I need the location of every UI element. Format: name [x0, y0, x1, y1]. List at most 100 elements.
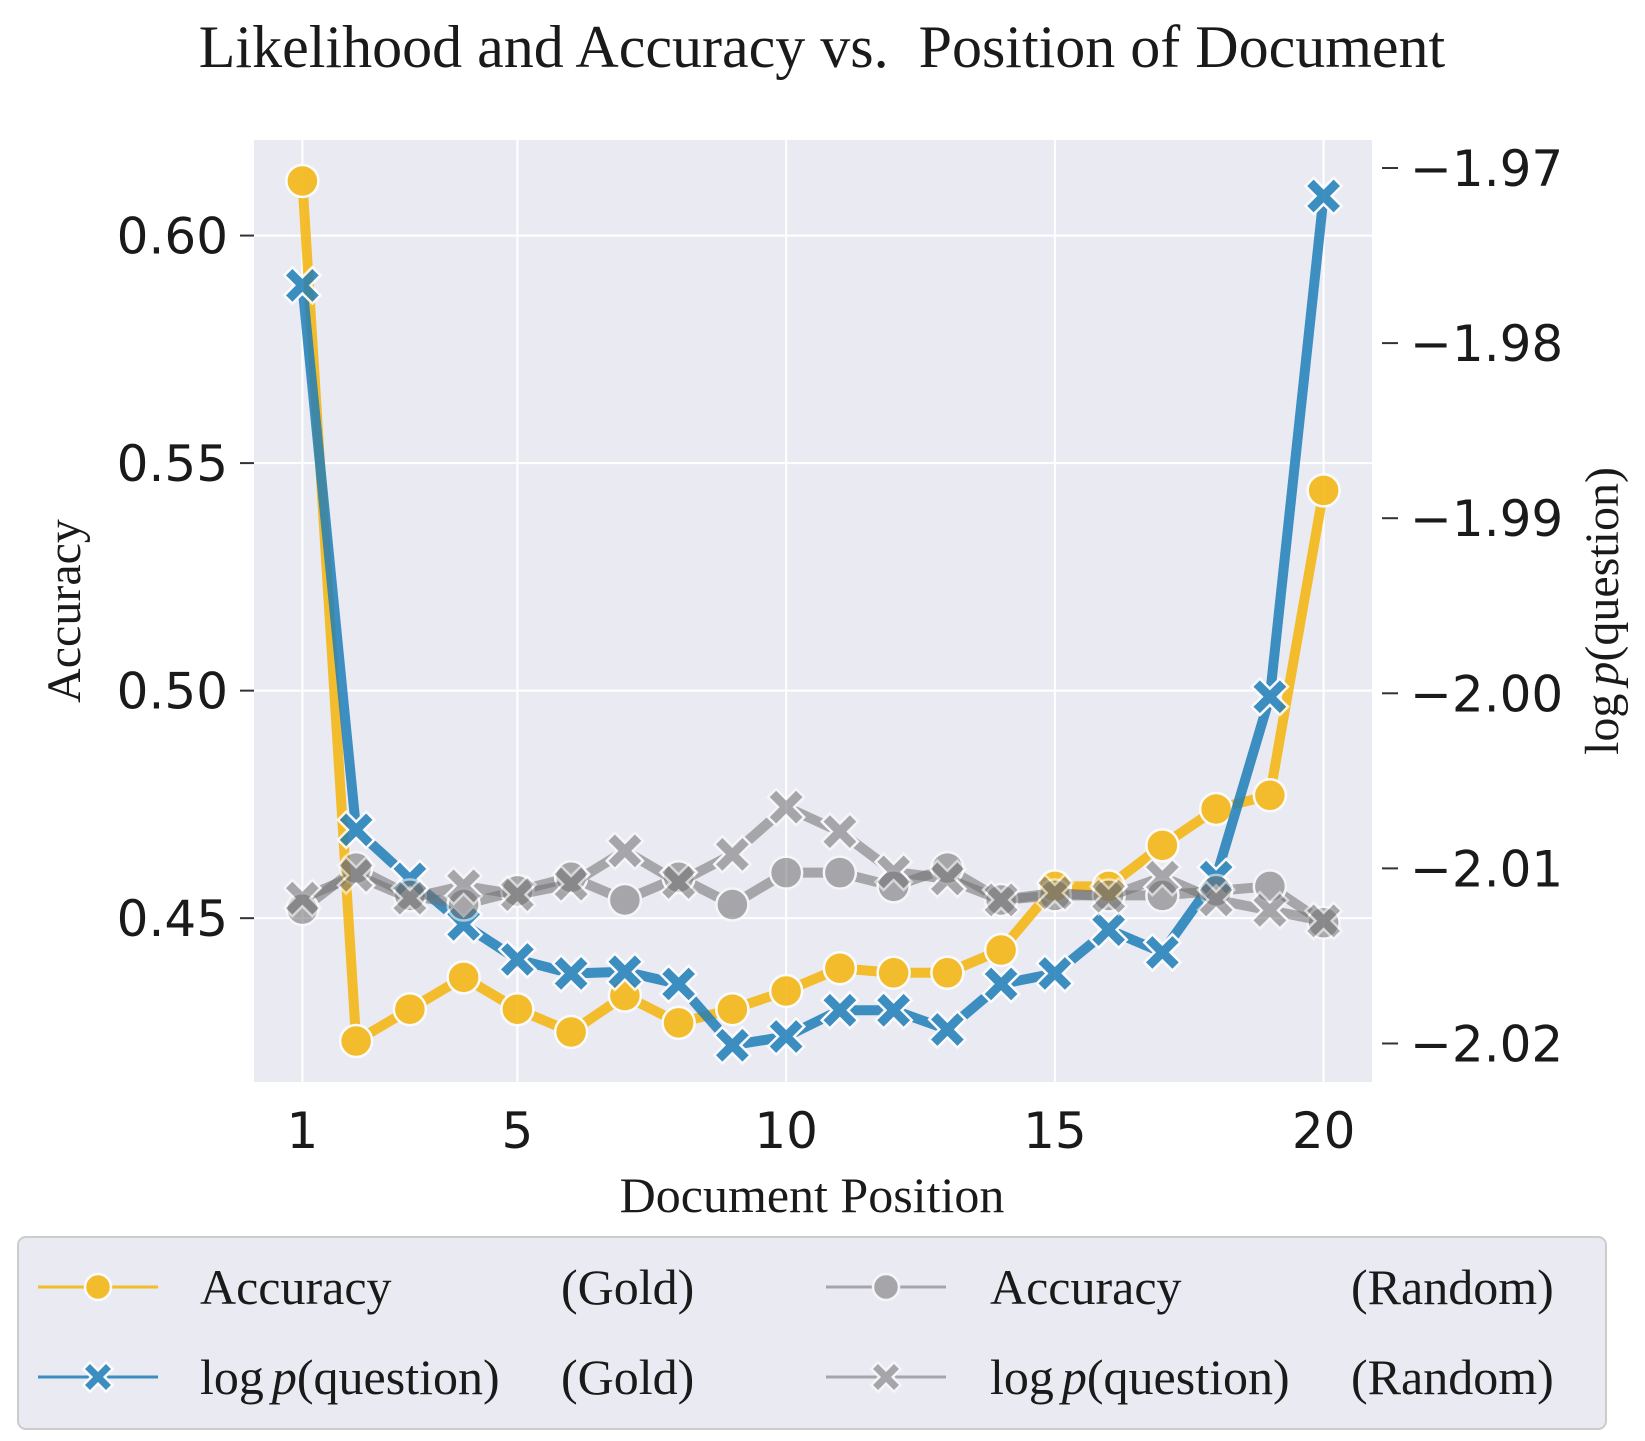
legend-box: [17, 1236, 1607, 1430]
legend-tag: (Gold): [561, 1259, 694, 1315]
y-right-tick-label: −1.98: [1410, 315, 1563, 373]
legend-label-arg: (question): [297, 1349, 500, 1405]
legend-swatch: [826, 1272, 946, 1302]
data-point-acc_random: [822, 855, 858, 890]
y-left-tick-label: 0.55: [117, 435, 228, 493]
data-point-logp_random: [873, 851, 914, 892]
data-point-logp_gold: [927, 1009, 968, 1050]
data-point-logp_gold: [1034, 953, 1075, 994]
data-point-acc_gold: [446, 960, 481, 995]
y-axis-right-label-func: log: [1576, 694, 1629, 755]
data-point-logp_gold: [282, 265, 323, 306]
data-point-logp_random: [1303, 901, 1344, 941]
data-point-logp_gold: [766, 1016, 807, 1057]
legend-item-acc_gold: Accuracy (Gold): [38, 1259, 694, 1315]
data-point-logp_random: [766, 787, 807, 828]
data-point-logp_gold: [819, 990, 860, 1031]
data-point-logp_gold: [981, 964, 1022, 1004]
data-point-logp_gold: [658, 964, 699, 1004]
legend: Accuracy (Gold)log p(question) (Gold)Accura…: [17, 1236, 1607, 1430]
data-point-logp_random: [389, 878, 430, 919]
data-point-acc_gold: [392, 991, 428, 1027]
legend-label-var: p: [269, 1349, 297, 1405]
y-left-tick-label: 0.45: [117, 890, 228, 948]
data-point-logp_random: [497, 874, 538, 915]
data-point-acc_random: [715, 887, 750, 922]
axes-layer: 1 5 10 15 200.450.500.550.60−1.97−1.98−1.99−…: [117, 140, 1564, 1160]
data-point-logp_random: [658, 862, 699, 903]
legend-marker: [871, 1272, 901, 1302]
y-axis-right-label: log p(question): [1576, 467, 1629, 755]
data-point-logp_random: [927, 858, 968, 899]
data-point-acc_gold: [500, 991, 535, 1027]
legend-label-func: log: [200, 1349, 264, 1405]
y-right-tick-label: −1.97: [1410, 140, 1563, 198]
plot-background: [254, 140, 1372, 1082]
data-point-logp_random: [1034, 873, 1075, 913]
y-right-tick-label: −2.01: [1410, 840, 1563, 898]
y-left-tick-label: 0.60: [117, 208, 228, 266]
data-point-logp_random: [819, 811, 860, 852]
data-point-acc_gold: [768, 973, 804, 1009]
x-axis-label: Document Position: [620, 1167, 1005, 1223]
data-point-acc_gold: [930, 955, 965, 991]
y-right-tick-label: −2.02: [1410, 1015, 1563, 1073]
data-point-logp_random: [1196, 880, 1237, 920]
data-point-logp_gold: [1088, 909, 1129, 950]
legend-label-var: p: [1059, 1349, 1087, 1405]
x-tick-label: 5: [501, 1102, 533, 1160]
data-point-logp_gold: [336, 809, 377, 850]
legend-label: Accuracy: [200, 1259, 392, 1315]
chart-title: Likelihood and Accuracy vs. Position of …: [199, 14, 1446, 80]
data-point-acc_gold: [1145, 828, 1180, 863]
data-point-logp_gold: [873, 990, 914, 1031]
data-point-acc_gold: [553, 1014, 589, 1050]
data-point-logp_random: [981, 880, 1022, 920]
legend-item-acc_random: Accuracy (Random): [826, 1259, 1554, 1315]
legend-marker: [83, 1272, 113, 1302]
data-point-logp_random: [604, 830, 645, 871]
y-axis-left-label: Accuracy: [38, 519, 91, 703]
x-tick-label: 15: [1023, 1102, 1087, 1160]
legend-item-logp_random: log p(question) (Random): [826, 1349, 1554, 1405]
data-point-logp_gold: [712, 1025, 753, 1066]
legend-label: Accuracy: [990, 1259, 1182, 1315]
legend-swatch: [38, 1272, 158, 1302]
data-point-logp_random: [712, 834, 753, 875]
data-point-acc_gold: [876, 955, 911, 991]
data-point-acc_gold: [983, 932, 1019, 968]
series-logp_random: [282, 787, 1344, 941]
data-point-logp_random: [443, 865, 484, 906]
legend-swatch: [826, 1360, 946, 1394]
data-point-acc_gold: [661, 1005, 696, 1041]
y-axis-right-label-arg: (question): [1576, 467, 1629, 662]
data-point-acc_gold: [285, 163, 320, 199]
legend-tag: (Gold): [561, 1349, 694, 1405]
data-point-logp_random: [1088, 876, 1129, 917]
legend-marker: [869, 1360, 903, 1394]
y-right-tick-label: −2.00: [1410, 665, 1563, 723]
data-point-logp_random: [551, 864, 592, 905]
legend-item-logp_gold: log p(question) (Gold): [38, 1349, 694, 1405]
data-point-logp_random: [282, 878, 323, 919]
legend-label-arg: (question): [1087, 1349, 1290, 1405]
data-point-logp_gold: [551, 953, 592, 994]
x-tick-label: 20: [1292, 1102, 1356, 1160]
data-point-acc_gold: [1252, 778, 1288, 813]
data-point-logp_random: [1249, 890, 1290, 931]
x-tick-label: 10: [754, 1102, 818, 1160]
legend-label: log p(question): [200, 1349, 500, 1405]
y-right-tick-label: −1.99: [1410, 490, 1563, 548]
series-layer: [282, 163, 1344, 1066]
data-point-logp_random: [1142, 857, 1183, 898]
y-axis-right-label-var: p: [1576, 662, 1629, 689]
data-point-logp_gold: [497, 939, 538, 980]
x-tick-label: 1: [286, 1102, 318, 1160]
legend-tag: (Random): [1351, 1259, 1554, 1315]
data-point-acc_gold: [1306, 473, 1341, 508]
data-point-logp_gold: [1142, 932, 1183, 973]
data-point-acc_gold: [1198, 791, 1234, 827]
legend-marker: [81, 1360, 115, 1394]
data-point-logp_gold: [604, 951, 645, 992]
